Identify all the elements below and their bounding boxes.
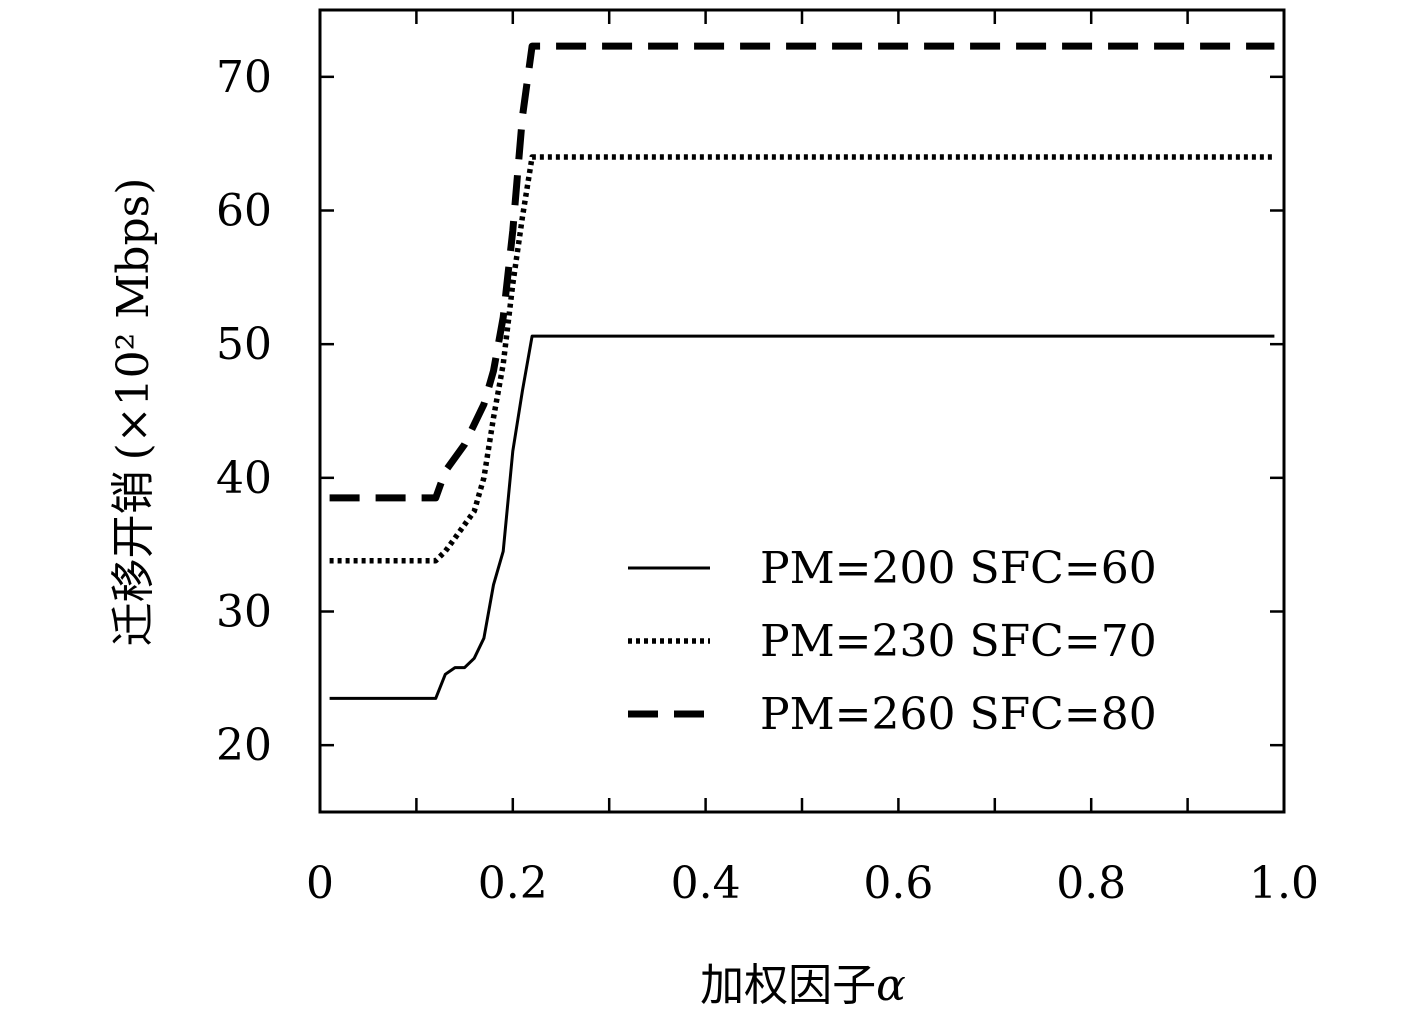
legend: PM=200 SFC=60 PM=230 SFC=70 PM=260 SFC=80 xyxy=(628,543,1157,740)
x-tick-labels: 0 0.2 0.4 0.6 0.8 1.0 xyxy=(306,858,1319,909)
plot-frame xyxy=(318,8,1286,814)
x-axis-label-text: 加权因子 xyxy=(700,960,876,1011)
series-line-3 xyxy=(329,42,1275,502)
y-tick-labels: 20 30 40 50 60 70 xyxy=(216,52,272,771)
y-axis-label: 迁移开销 (×10² Mbps) xyxy=(108,178,159,647)
series-layer xyxy=(329,42,1275,700)
x-tick-label: 0.4 xyxy=(671,858,741,909)
x-tick-label: 1.0 xyxy=(1249,858,1319,909)
x-axis-label: 加权因子α xyxy=(700,960,906,1011)
series-line-1 xyxy=(329,334,1275,700)
y-axis-unit: (×10² Mbps) xyxy=(108,178,159,461)
legend-label: PM=200 SFC=60 xyxy=(760,543,1157,594)
legend-label: PM=230 SFC=70 xyxy=(760,616,1157,667)
x-tick-label: 0 xyxy=(306,858,334,909)
x-tick-label: 0.2 xyxy=(478,858,548,909)
y-tick-label: 20 xyxy=(216,720,272,771)
y-tick-label: 70 xyxy=(216,52,272,103)
y-axis-label-text: 迁移开销 xyxy=(108,470,159,646)
series-line-2 xyxy=(329,154,1275,564)
y-tick-label: 60 xyxy=(216,186,272,237)
y-tick-label: 30 xyxy=(216,587,272,638)
x-axis-symbol: α xyxy=(876,960,906,1011)
x-tick-label: 0.8 xyxy=(1056,858,1126,909)
x-tick-label: 0.6 xyxy=(863,858,933,909)
y-tick-label: 50 xyxy=(216,319,272,370)
y-tick-label: 40 xyxy=(216,453,272,504)
legend-label: PM=260 SFC=80 xyxy=(760,689,1157,740)
